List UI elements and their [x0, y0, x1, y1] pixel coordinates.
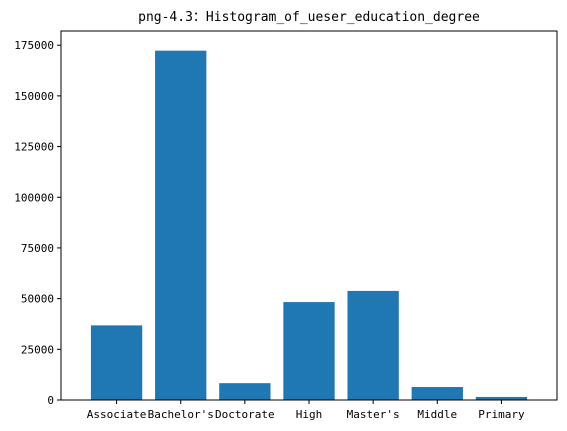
y-axis-ticks: 0 25000 50000 75000 100000 125000 150000 175000 [14, 39, 61, 407]
y-tick-label: 25000 [21, 343, 54, 356]
bar-masters [347, 290, 399, 400]
x-tick-label: Primary [478, 408, 525, 421]
bar-doctorate [219, 383, 271, 400]
x-axis-ticks: Associate Bachelor's Doctorate High Master's… [87, 400, 525, 421]
x-tick-label: Doctorate [215, 408, 275, 421]
plot-frame [60, 30, 558, 401]
x-tick-label: Middle [417, 408, 457, 421]
bar-primary [475, 396, 528, 400]
chart-title: png-4.3：Histogram_of_ueser_education_deg… [138, 10, 480, 25]
y-tick-label: 175000 [14, 39, 54, 52]
bar-associate [90, 325, 143, 400]
x-tick-label: High [296, 408, 323, 421]
y-tick-label: 100000 [14, 191, 54, 204]
y-tick-label: 50000 [21, 293, 54, 306]
bar-bachelors [155, 50, 207, 401]
bars-group [90, 50, 528, 401]
bar-high [283, 302, 335, 400]
x-tick-label: Bachelor's [148, 408, 214, 421]
bar-middle [411, 387, 463, 400]
y-tick-label: 125000 [14, 141, 54, 154]
x-tick-label: Master's [347, 408, 400, 421]
y-tick-label: 0 [47, 394, 54, 407]
y-tick-label: 150000 [14, 90, 54, 103]
y-tick-label: 75000 [21, 242, 54, 255]
x-tick-label: Associate [87, 408, 147, 421]
